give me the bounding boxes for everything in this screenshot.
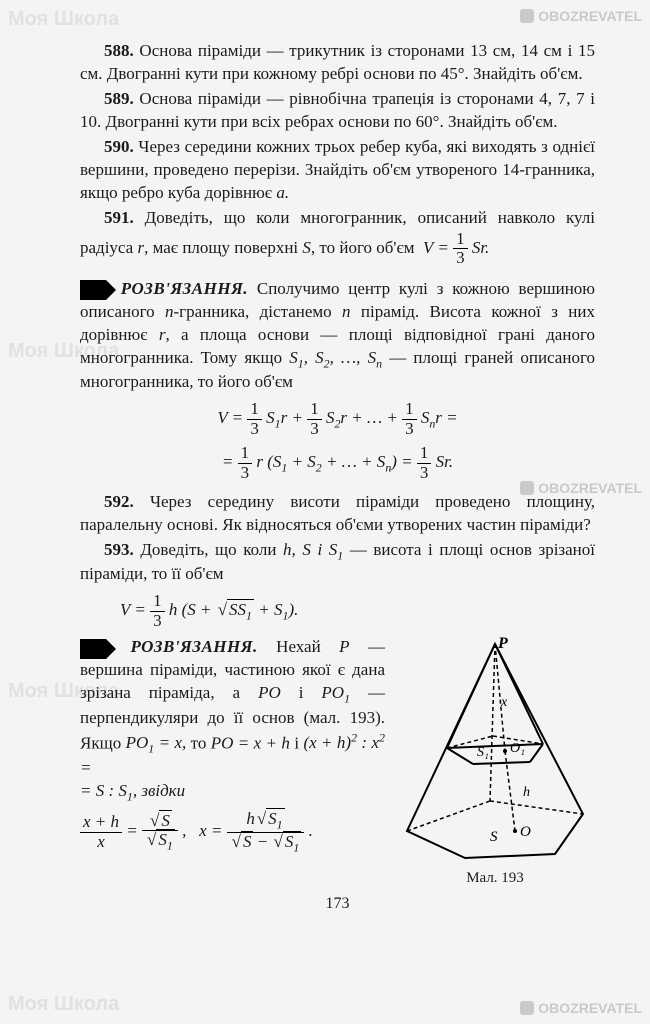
svg-text:S: S	[490, 829, 498, 845]
var: h, S і S1	[283, 540, 343, 559]
problem-text: Через середини кожних трьох ребер куба, …	[80, 137, 595, 202]
problem-593: 593. Доведіть, що коли h, S і S1 — висот…	[80, 539, 595, 586]
var: a.	[276, 183, 289, 202]
problem-text: Доведіть, що коли	[140, 540, 283, 559]
problem-number: 590.	[104, 137, 134, 156]
watermark: Моя Школа	[8, 993, 119, 1016]
solution-text: то	[191, 733, 211, 752]
problem-number: 591.	[104, 208, 134, 227]
formula-block: V = 13 S1r + 13 S2r + … + 13 Snr =	[80, 400, 595, 438]
figure-193: P x S₁ O₁ h S O Мал. 193	[395, 636, 595, 888]
svg-text:O₁: O₁	[510, 741, 525, 756]
problem-text: Основа піраміди — рівнобічна трапеція із…	[80, 89, 595, 131]
page-number: 173	[80, 893, 595, 915]
problem-text: , то його об'єм	[311, 238, 415, 257]
problem-591: 591. Доведіть, що коли многогранник, опи…	[80, 207, 595, 268]
svg-text:P: P	[497, 636, 508, 652]
solution-heading: РОЗВ'ЯЗАННЯ.	[121, 279, 248, 298]
var: S	[302, 238, 311, 257]
formula-block: V = 13 h (S + SS1 + S1).	[120, 592, 595, 630]
formula-block: = 13 r (S1 + S2 + … + Sn) = 13 Sr.	[80, 444, 595, 482]
problem-number: 589.	[104, 89, 134, 108]
problem-592: 592. Через середину висоти піраміди пров…	[80, 491, 595, 537]
var: PO1	[321, 683, 350, 702]
problem-text: , має площу поверхні	[144, 238, 302, 257]
solution-arrow-icon	[80, 280, 106, 300]
problem-text: Через середину висоти піраміди проведено…	[80, 492, 595, 534]
page-content: 588. Основа піраміди — трикутник із стор…	[0, 0, 650, 944]
svg-text:S₁: S₁	[477, 745, 489, 760]
var: = S : S1, звідки	[80, 781, 185, 800]
problem-number: 588.	[104, 41, 134, 60]
var: S1, S2, …, Sn	[289, 348, 382, 367]
figure-caption: Мал. 193	[395, 868, 595, 888]
pyramid-diagram: P x S₁ O₁ h S O	[395, 636, 595, 866]
var: PO1 = x,	[126, 733, 187, 752]
solution-arrow-icon	[80, 639, 106, 659]
solution-593-text: РОЗВ'ЯЗАННЯ. Нехай P — вершина піраміди,…	[80, 636, 385, 860]
var: P	[339, 637, 349, 656]
problem-590: 590. Через середини кожних трьох ребер к…	[80, 136, 595, 205]
var: n	[165, 302, 174, 321]
svg-text:h: h	[523, 785, 530, 800]
svg-text:O: O	[520, 824, 531, 840]
solution-text: і	[290, 733, 304, 752]
solution-593-row: РОЗВ'ЯЗАННЯ. Нехай P — вершина піраміди,…	[80, 636, 595, 888]
solution-591: РОЗВ'ЯЗАННЯ. Сполучимо центр кулі з кожн…	[80, 278, 595, 394]
var: PO	[258, 683, 281, 702]
problem-588: 588. Основа піраміди — трикутник із стор…	[80, 40, 595, 86]
formula: V = 13 Sr.	[423, 238, 489, 257]
problem-text: Основа піраміди — трикутник із сторонами…	[80, 41, 595, 83]
formula-block: x + hx = SS1 , x = hS1S − S1 .	[80, 810, 385, 854]
problem-589: 589. Основа піраміди — рівнобічна трапец…	[80, 88, 595, 134]
var: n	[342, 302, 351, 321]
problem-number: 592.	[104, 492, 134, 511]
var: PO = x + h	[211, 733, 290, 752]
watermark: OBOZREVATEL	[520, 1000, 642, 1016]
solution-text: -гранника, дістанемо	[174, 302, 343, 321]
svg-text:x: x	[500, 695, 508, 710]
solution-text: Нехай	[276, 637, 339, 656]
problem-number: 593.	[104, 540, 134, 559]
solution-text: і	[281, 683, 322, 702]
solution-heading: РОЗВ'ЯЗАННЯ.	[130, 637, 257, 656]
